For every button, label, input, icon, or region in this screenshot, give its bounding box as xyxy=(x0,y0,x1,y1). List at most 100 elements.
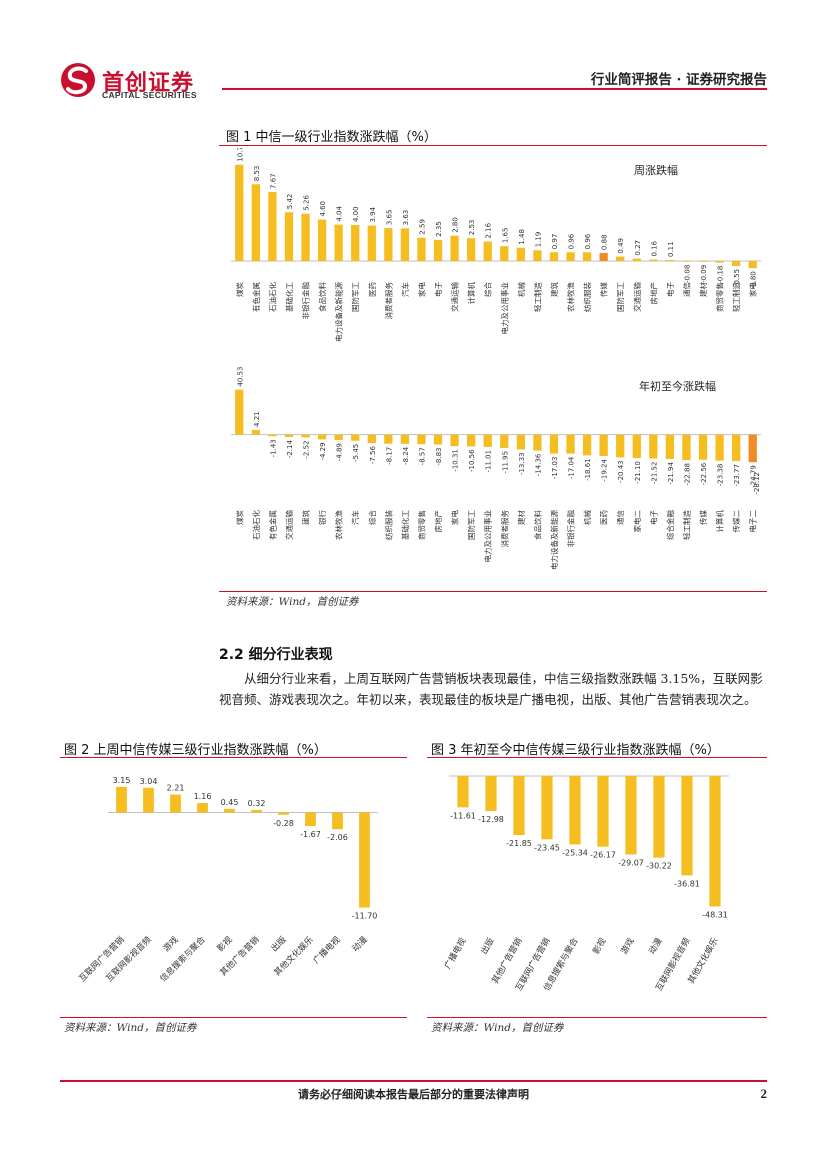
ytd-value-6: -4.89 xyxy=(336,443,344,461)
ytd-bar-9 xyxy=(384,434,393,444)
section-paragraph: 从细分行业来看，上周互联网广告营销板块表现最佳，中信三级指数涨跌幅 3.15%，… xyxy=(219,671,763,707)
ytd-bar-15 xyxy=(483,434,492,447)
weekly-category-23: 国防军工 xyxy=(615,282,625,312)
ytd-bar-6 xyxy=(334,434,343,441)
weekly-category-11: 家电 xyxy=(416,282,426,297)
fig2-bar-9 xyxy=(359,812,370,908)
ytd-category-26: 综合金融 xyxy=(665,510,675,540)
weekly-bar-18 xyxy=(533,250,542,261)
ytd-bar-25 xyxy=(649,434,658,459)
weekly-bar-29 xyxy=(715,261,724,263)
weekly-category-8: 医药 xyxy=(367,282,377,297)
weekly-value-20: 0.96 xyxy=(568,233,576,249)
weekly-category-17: 机械 xyxy=(516,282,526,297)
weekly-category-6: 电力设备及新能源 xyxy=(334,282,344,342)
fig3-bar-6 xyxy=(625,776,637,855)
weekly-value-3: 5.42 xyxy=(286,194,294,210)
weekly-category-21: 纺织服装 xyxy=(582,282,592,312)
weekly-value-10: 3.63 xyxy=(402,210,410,226)
weekly-category-28: 建材 xyxy=(698,282,708,297)
fig2-bar-5 xyxy=(251,809,262,813)
fig3-bar-5 xyxy=(597,776,609,847)
ytd-bar-7 xyxy=(351,434,360,441)
weekly-category-16: 电力及公用事业 xyxy=(499,282,509,335)
fig2-bar-1 xyxy=(143,787,154,813)
fig2-value-4: 0.45 xyxy=(221,798,239,807)
ytd-value-25: -21.52 xyxy=(650,462,658,485)
weekly-bar-4 xyxy=(301,213,310,261)
ytd-value-5: -4.29 xyxy=(319,442,327,460)
ytd-value-15: -11.01 xyxy=(485,450,493,473)
fig2-value-7: -1.67 xyxy=(300,830,321,839)
ytd-value-27: -22.88 xyxy=(683,463,691,486)
weekly-bar-0 xyxy=(235,164,244,261)
figure3-source: 资料来源：Wind，首创证券 xyxy=(431,1022,564,1034)
ytd-value-18: -14.36 xyxy=(534,453,542,476)
weekly-bar-28 xyxy=(698,261,708,262)
ytd-bar-29 xyxy=(715,434,724,461)
ytd-value-9: -8.17 xyxy=(385,447,393,465)
ytd-category-27: 轻工制造 xyxy=(681,510,691,540)
ytd-bar-8 xyxy=(367,434,376,444)
ytd-category-24: 家电二 xyxy=(632,510,642,533)
weekly-category-25: 房地产 xyxy=(648,282,658,305)
report-type: 行业简评报告 · 证券研究报告 xyxy=(590,72,767,88)
weekly-bar-21 xyxy=(582,252,592,261)
ytd-bar-4 xyxy=(301,434,310,438)
fig2-bar-8 xyxy=(332,812,343,830)
weekly-category-24: 交通运输 xyxy=(632,282,642,312)
ytd-bar-2 xyxy=(268,434,277,437)
figure2-source: 资料来源：Wind，首创证券 xyxy=(64,1022,197,1034)
weekly-category-5: 食品饮料 xyxy=(317,282,327,312)
fig2-category-4: 影视 xyxy=(215,934,235,954)
ytd-category-9: 纺织服装 xyxy=(383,510,393,540)
ytd-bar-23 xyxy=(616,434,625,458)
weekly-category-26: 电子 xyxy=(665,282,675,297)
fig3-category-1: 出版 xyxy=(479,936,497,957)
ytd-value-24: -21.10 xyxy=(634,461,642,484)
fig2-value-8: -2.06 xyxy=(327,833,348,842)
weekly-value-5: 4.60 xyxy=(319,201,327,217)
ytd-category-21: 机械 xyxy=(582,510,592,525)
ytd-category-14: 国防军工 xyxy=(466,510,476,540)
figure2-chart: 3.15 互联网广告营销 3.04 互联网影视音频 2.21 游戏 1.16 信息搜索与聚合 0… xyxy=(77,776,378,984)
figure1-source: 资料来源：Wind，首创证券 xyxy=(226,596,359,608)
ytd-category-6: 农林牧渔 xyxy=(334,510,344,540)
ytd-value-0: 40.53 xyxy=(236,367,244,387)
logo-mark-icon xyxy=(61,63,95,97)
weekly-chart-title: 周涨跌幅 xyxy=(634,163,678,177)
weekly-category-3: 基础化工 xyxy=(284,282,294,312)
ytd-value-12: -8.83 xyxy=(435,447,443,465)
ytd-value-23: -20.43 xyxy=(617,460,625,483)
fig2-category-3: 信息搜索与聚合 xyxy=(158,934,208,984)
ytd-value-7: -5.45 xyxy=(352,444,360,462)
weekly-bar-17 xyxy=(516,247,525,261)
weekly-category-31: 家电 xyxy=(748,282,758,297)
fig3-bar-9 xyxy=(709,776,721,907)
ytd-category-3: 交通运输 xyxy=(284,510,294,540)
ytd-chart-title: 年初至今涨跌幅 xyxy=(639,379,716,393)
ytd-category-23: 通信 xyxy=(615,510,625,525)
ytd-bar-19 xyxy=(549,434,559,454)
weekly-value-28: -0.09 xyxy=(700,265,708,283)
weekly-value-30: -0.55 xyxy=(733,269,741,287)
weekly-category-0: 煤炭 xyxy=(234,282,244,297)
logo-cn: 首创证券 xyxy=(102,71,195,96)
ytd-value-17: -13.33 xyxy=(518,452,526,475)
ytd-category-10: 基础化工 xyxy=(400,510,410,540)
ytd-bar-30 xyxy=(732,434,741,462)
weekly-value-21: 0.96 xyxy=(584,233,592,249)
ytd-bar-24 xyxy=(632,434,641,459)
weekly-value-26: 0.11 xyxy=(667,241,675,257)
ytd-category-22: 医药 xyxy=(599,510,609,525)
weekly-category-13: 交通运输 xyxy=(450,282,460,312)
weekly-bar-22 xyxy=(599,253,608,261)
weekly-category-22: 传媒 xyxy=(599,282,609,297)
weekly-value-8: 3.94 xyxy=(369,206,377,222)
weekly-bar-12 xyxy=(433,239,443,261)
weekly-category-9: 消费者服务 xyxy=(383,282,393,320)
fig3-bar-1 xyxy=(485,776,497,812)
weekly-value-11: 2.59 xyxy=(418,219,426,235)
weekly-category-27: 通信 xyxy=(681,282,691,297)
ytd-value-16: -11.95 xyxy=(501,451,509,474)
